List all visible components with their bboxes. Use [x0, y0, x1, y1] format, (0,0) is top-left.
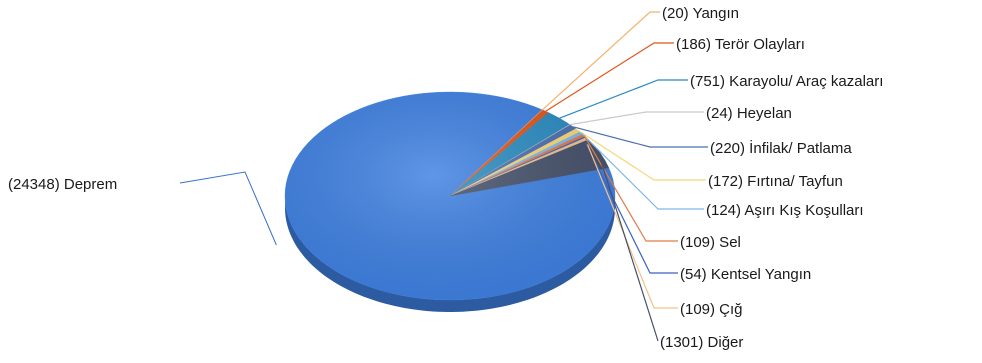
leader-lines [179, 11, 708, 342]
leader-line-karayolu-arac-kazalari [559, 79, 688, 119]
leader-line-sel [583, 134, 678, 242]
data-label-teror-olaylari: (186) Terör Olayları [676, 36, 805, 53]
data-label-yangin: (20) Yangın [662, 5, 739, 22]
leader-line-heyelan [569, 111, 704, 126]
leader-line-teror-olaylari [545, 42, 674, 112]
leader-line-cig [586, 144, 678, 309]
leader-line-asiri-kis-kosullari [580, 132, 704, 210]
data-label-deprem: (24348) Deprem [8, 176, 117, 193]
leader-line-deprem [179, 171, 277, 246]
leader-line-kentsel-yangin [585, 142, 678, 274]
data-label-cig: (109) Çığ [680, 301, 743, 318]
pie-shading [285, 92, 615, 300]
data-label-kentsel-yangin: (54) Kentsel Yangın [680, 266, 811, 283]
data-label-diger: (1301) Diğer [660, 334, 743, 351]
pie-top [284, 91, 616, 301]
data-label-firtina-tayfun: (172) Fırtına/ Tayfun [708, 173, 843, 190]
leader-line-diger [599, 159, 659, 342]
data-label-heyelan: (24) Heyelan [706, 105, 792, 122]
leader-line-infilak-patlama [572, 126, 708, 148]
data-label-sel: (109) Sel [680, 234, 741, 251]
data-label-infilak-patlama: (220) İnfilak/ Patlama [710, 139, 852, 157]
leader-line-firtina-tayfun [577, 129, 706, 181]
leader-line-yangin [541, 11, 660, 111]
data-label-asiri-kis-kosullari: (124) Aşırı Kış Koşulları [706, 202, 864, 219]
data-labels: (24348) Deprem (20) Yangın (186) Terör Ola… [8, 5, 883, 351]
data-label-karayolu-arac-kazalari: (751) Karayolu/ Araç kazaları [690, 73, 883, 90]
